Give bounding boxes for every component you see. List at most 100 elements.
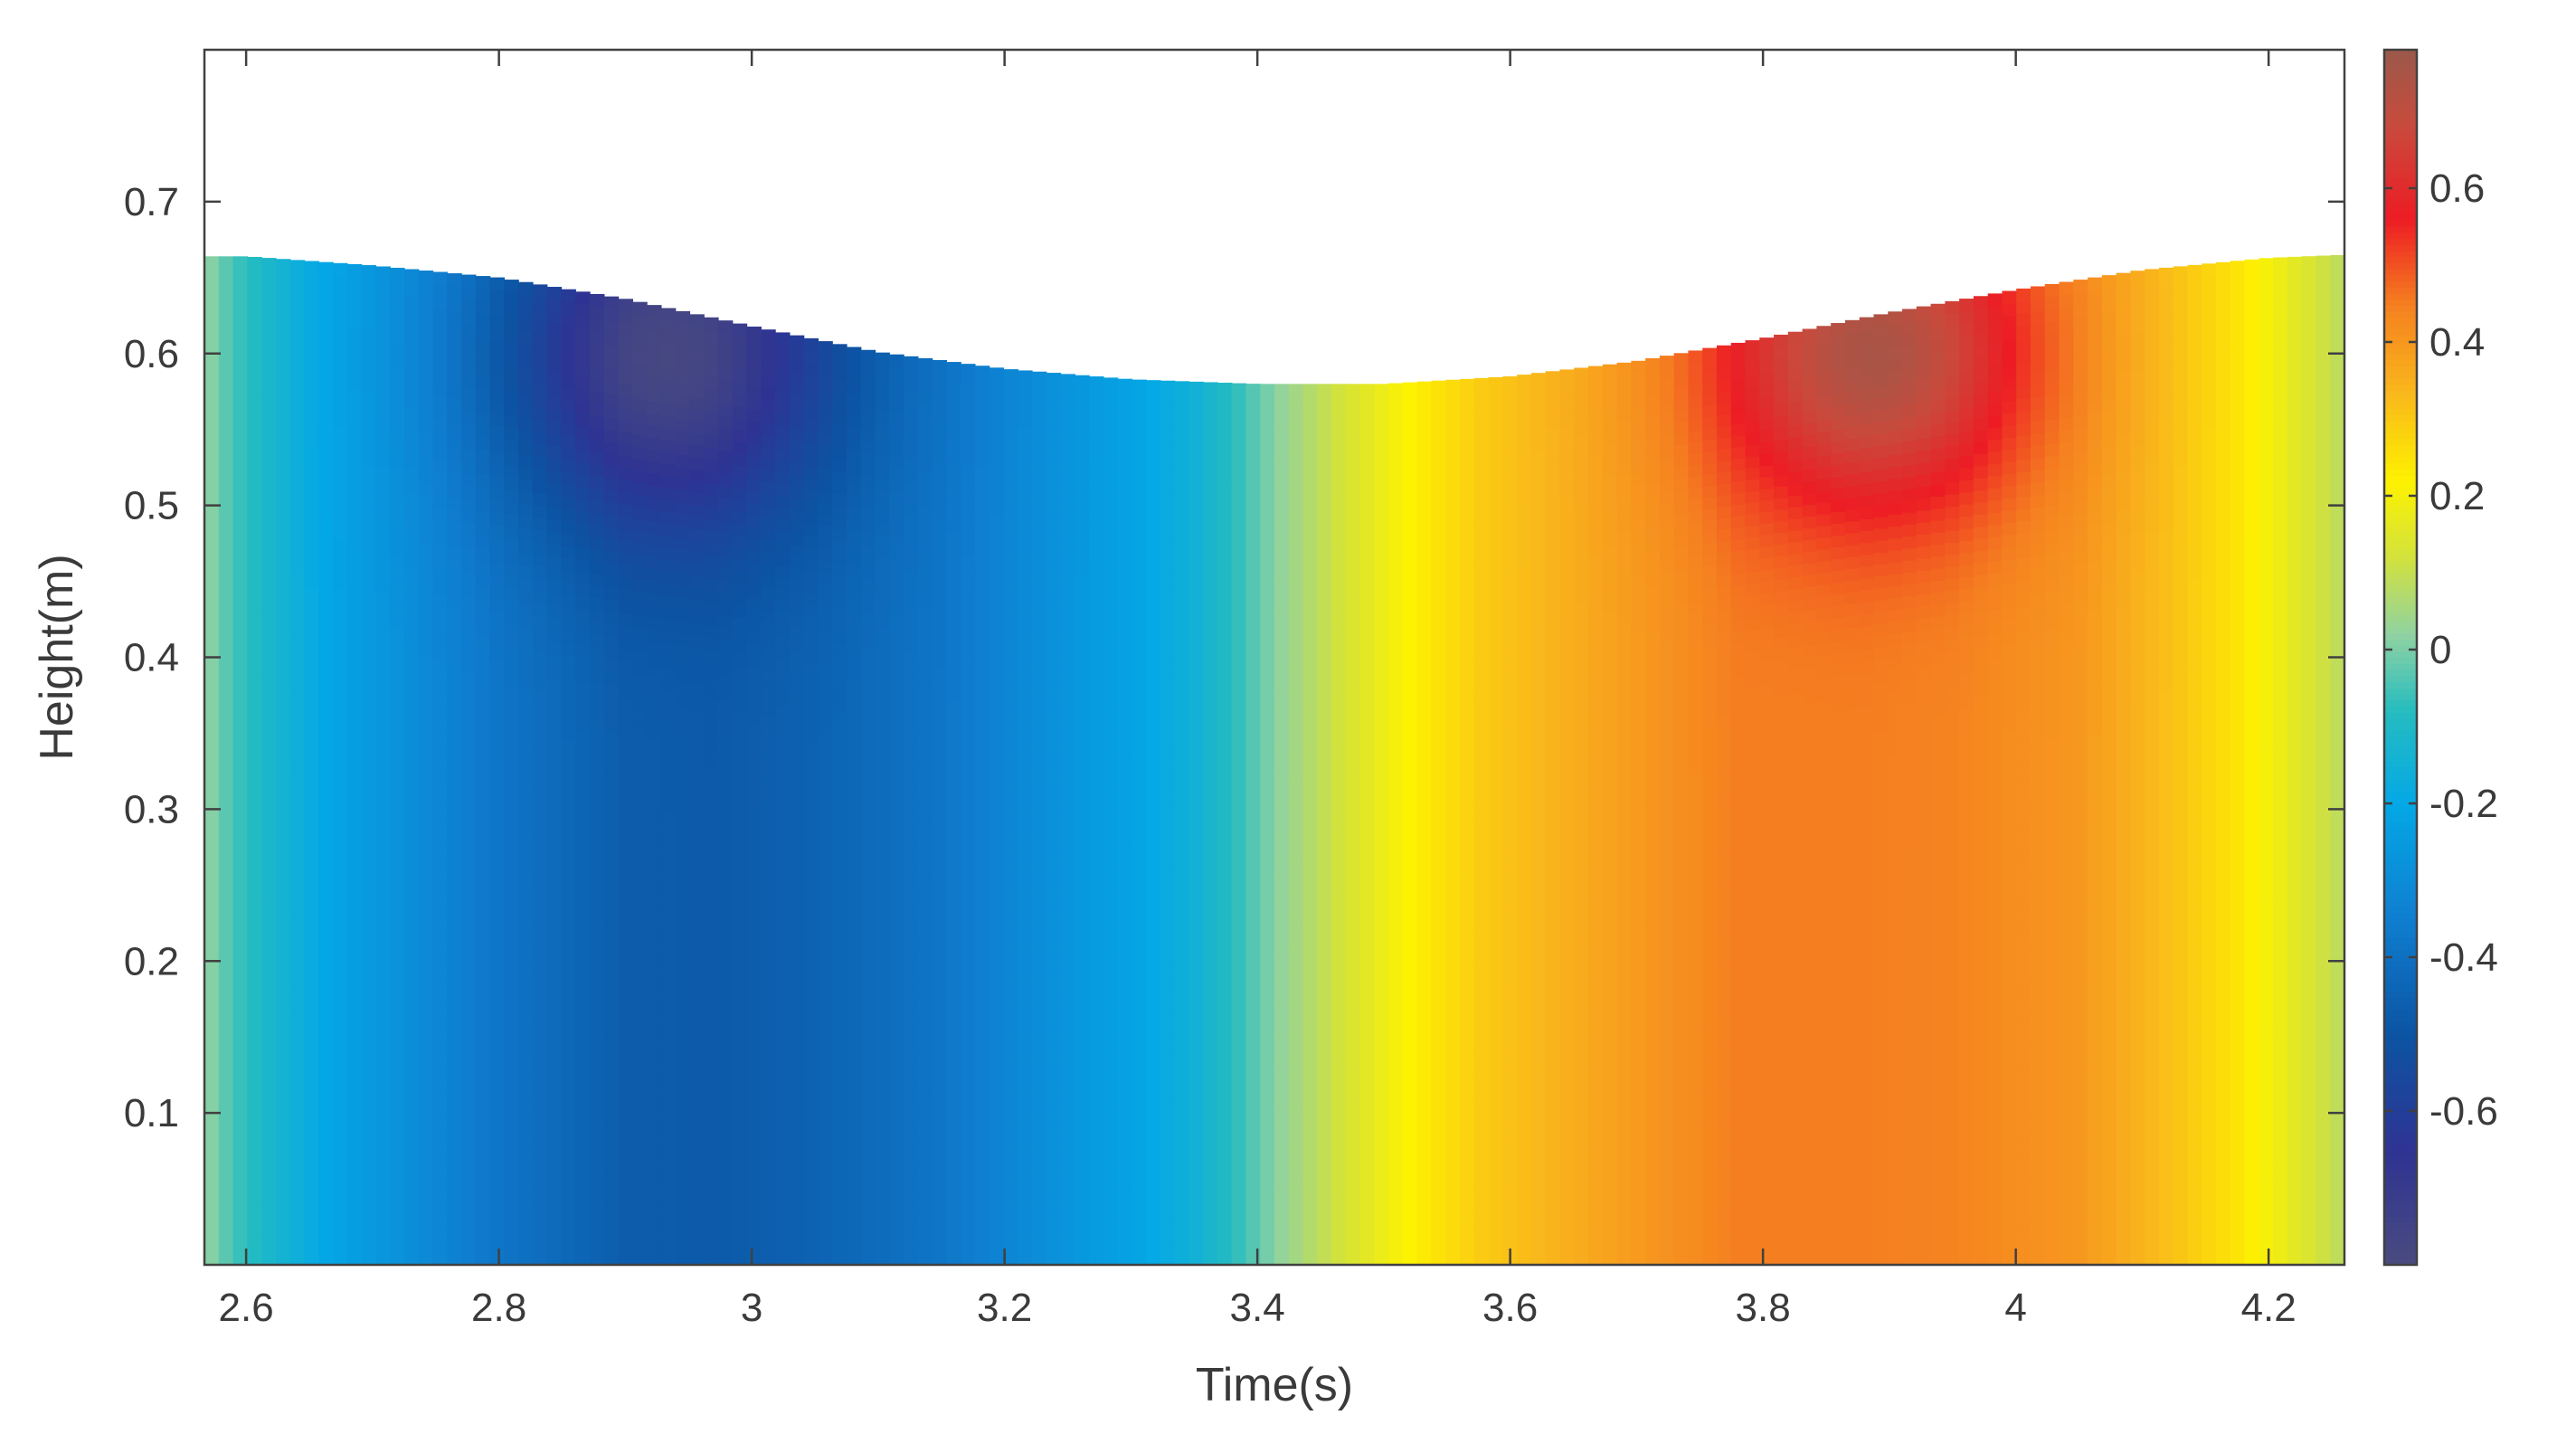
heatmap-cell <box>774 821 791 835</box>
heatmap-cell <box>632 1192 648 1206</box>
heatmap-cell <box>746 1159 762 1173</box>
heatmap-cell <box>261 899 277 914</box>
heatmap-cell <box>689 647 705 660</box>
heatmap-cell <box>418 1090 434 1105</box>
heatmap-cell <box>818 780 833 793</box>
heatmap-cell <box>732 1170 748 1183</box>
heatmap-cell <box>489 944 506 957</box>
heatmap-cell <box>1060 418 1075 431</box>
heatmap-cell <box>903 1128 919 1141</box>
heatmap-cell <box>218 672 234 686</box>
heatmap-cell <box>903 697 919 709</box>
heatmap-cell <box>860 910 876 923</box>
heatmap-cell <box>803 651 819 664</box>
heatmap-cell <box>932 1174 948 1187</box>
heatmap-cell <box>875 1025 890 1038</box>
heatmap-cell <box>746 878 762 890</box>
heatmap-cell <box>917 584 933 597</box>
heatmap-cell <box>646 809 662 822</box>
heatmap-cell <box>932 698 948 712</box>
heatmap-cell <box>746 772 762 785</box>
heatmap-cell <box>818 1172 833 1185</box>
heatmap-cell <box>332 1064 348 1078</box>
heatmap-cell <box>774 472 791 485</box>
heatmap-cell <box>946 643 961 657</box>
heatmap-cell <box>204 382 220 396</box>
heatmap-cell <box>1018 929 1033 942</box>
heatmap-cell <box>832 344 848 356</box>
heatmap-cell <box>875 842 890 856</box>
heatmap-cell <box>218 546 234 560</box>
heatmap-cell <box>218 1201 234 1216</box>
heatmap-cell <box>589 573 605 586</box>
heatmap-cell <box>932 1117 948 1130</box>
heatmap-cell <box>232 747 249 762</box>
heatmap-cell <box>746 795 762 809</box>
heatmap-cell <box>1031 985 1047 998</box>
heatmap-cell <box>275 397 291 411</box>
heatmap-cell <box>247 596 262 611</box>
heatmap-cell <box>618 1144 633 1157</box>
heatmap-cell <box>761 411 776 424</box>
heatmap-cell <box>960 499 976 511</box>
heatmap-cell <box>304 850 319 865</box>
heatmap-cell <box>532 799 548 812</box>
heatmap-cell <box>932 552 948 565</box>
heatmap-cell <box>818 456 833 470</box>
heatmap-cell <box>390 616 405 631</box>
heatmap-cell <box>803 1206 819 1220</box>
heatmap-cell <box>532 1031 548 1045</box>
heatmap-cell <box>518 994 534 1008</box>
heatmap-cell <box>1031 1175 1047 1188</box>
heatmap-cell <box>732 347 748 360</box>
heatmap-cell <box>1031 918 1047 931</box>
heatmap-cell <box>261 1114 277 1127</box>
heatmap-cell <box>646 869 662 882</box>
heatmap-cell <box>232 622 249 636</box>
heatmap-cell <box>818 1161 833 1173</box>
heatmap-cell <box>475 1079 491 1093</box>
heatmap-cell <box>675 1109 691 1123</box>
heatmap-cell <box>732 852 748 866</box>
heatmap-cell <box>447 1141 462 1154</box>
heatmap-cell <box>332 901 348 916</box>
heatmap-cell <box>332 1139 348 1154</box>
heatmap-cell <box>304 1101 319 1116</box>
heatmap-cell <box>346 614 363 628</box>
heatmap-cell <box>832 1034 848 1048</box>
heatmap-cell <box>361 365 377 379</box>
heatmap-cell <box>704 791 719 804</box>
heatmap-cell <box>903 1083 919 1096</box>
heatmap-cell <box>989 659 1005 671</box>
heatmap-cell <box>732 582 748 595</box>
heatmap-cell <box>860 681 876 694</box>
heatmap-cell <box>1075 475 1090 488</box>
heatmap-cell <box>575 1143 591 1156</box>
heatmap-cell <box>318 876 334 890</box>
heatmap-cell <box>932 914 948 926</box>
heatmap-cell <box>204 849 220 862</box>
heatmap-cell <box>475 1128 491 1143</box>
heatmap-cell <box>761 387 776 401</box>
heatmap-cell <box>689 920 705 934</box>
heatmap-cell <box>860 967 876 980</box>
heatmap-cell <box>732 1099 748 1113</box>
heatmap-cell <box>304 1227 319 1241</box>
heatmap-cell <box>1003 1197 1018 1210</box>
heatmap-cell <box>946 599 961 612</box>
heatmap-cell <box>475 535 491 549</box>
heatmap-cell <box>946 1016 961 1029</box>
heatmap-cell <box>504 587 519 601</box>
heatmap-cell <box>232 1151 249 1165</box>
heatmap-cell <box>318 475 334 489</box>
heatmap-cell <box>818 1207 833 1220</box>
heatmap-cell <box>1003 1051 1018 1065</box>
heatmap-cell <box>1060 718 1075 732</box>
heatmap-cell <box>318 713 334 727</box>
heatmap-cell <box>946 926 961 939</box>
heatmap-cell <box>504 1166 519 1180</box>
heatmap-cell <box>546 299 563 312</box>
heatmap-cell <box>789 788 805 802</box>
heatmap-cell <box>903 435 919 449</box>
